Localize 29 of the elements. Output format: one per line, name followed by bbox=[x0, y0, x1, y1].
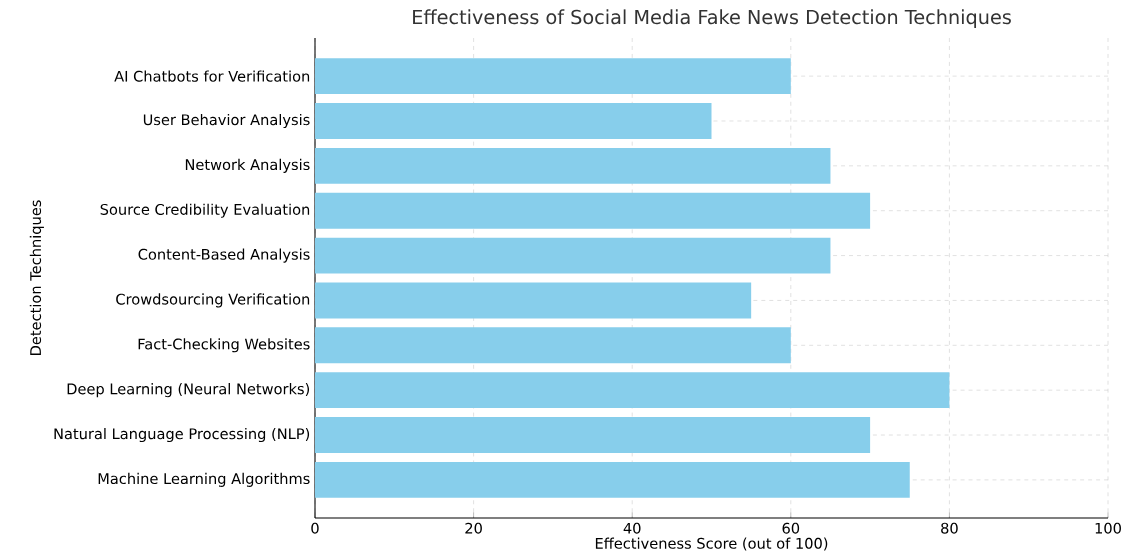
bar bbox=[315, 237, 831, 274]
y-tick-label: User Behavior Analysis bbox=[143, 113, 310, 129]
x-axis-title: Effectiveness Score (out of 100) bbox=[595, 537, 828, 551]
x-tick-label: 80 bbox=[941, 522, 958, 534]
y-tick-label: Source Credibility Evaluation bbox=[100, 203, 310, 218]
y-tick-label: AI Chatbots for Verification bbox=[114, 70, 310, 82]
bar bbox=[315, 372, 950, 409]
y-tick-label: Machine Learning Algorithms bbox=[98, 472, 310, 487]
y-tick-label: Network Analysis bbox=[185, 158, 310, 173]
bar bbox=[315, 147, 831, 184]
bar bbox=[315, 192, 871, 229]
x-tick-label: 100 bbox=[1095, 522, 1121, 534]
bar bbox=[315, 417, 871, 453]
y-tick-label: Natural Language Processing (NLP) bbox=[54, 427, 310, 443]
bar bbox=[315, 461, 910, 498]
x-tick-label: 20 bbox=[465, 522, 482, 534]
x-tick-label: 60 bbox=[782, 522, 800, 534]
x-tick-label: 0 bbox=[311, 522, 319, 534]
bar bbox=[315, 282, 752, 319]
y-tick-label: Fact-Checking Websites bbox=[138, 338, 310, 353]
bar bbox=[315, 103, 712, 139]
y-axis-title: Detection Techniques bbox=[29, 200, 44, 355]
x-tick-label: 40 bbox=[623, 522, 641, 534]
chart-title: Effectiveness of Social Media Fake News Detection Techniques bbox=[413, 9, 1011, 28]
y-tick-label: Content-Based Analysis bbox=[138, 248, 310, 263]
bar bbox=[315, 327, 791, 364]
y-tick-label: Crowdsourcing Verification bbox=[116, 293, 310, 308]
y-tick-label: Deep Learning (Neural Networks) bbox=[67, 383, 310, 398]
bar bbox=[315, 58, 791, 95]
